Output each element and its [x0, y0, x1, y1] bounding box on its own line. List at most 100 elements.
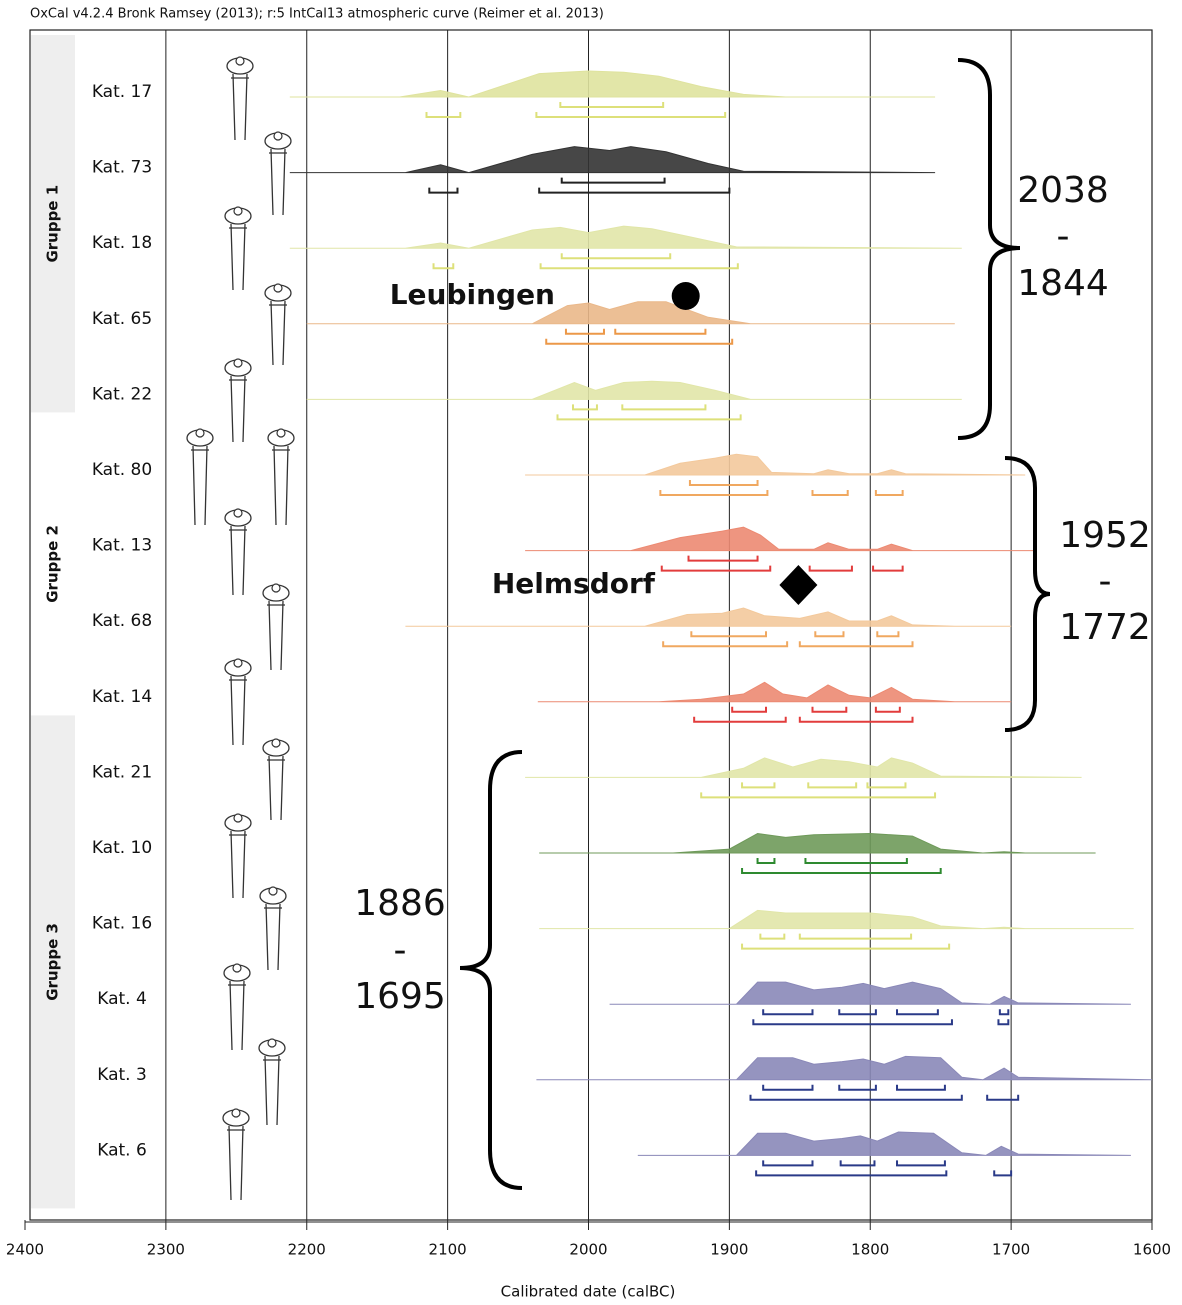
range-bracket	[700, 792, 937, 799]
brace	[1004, 456, 1051, 732]
span-label: 1695	[354, 976, 446, 1017]
range-bracket	[545, 338, 734, 345]
range-bracket	[432, 263, 455, 270]
pin-eye	[273, 283, 283, 293]
probability-distribution	[539, 909, 1134, 930]
row-label: Kat. 16	[92, 914, 152, 934]
span-label: 2038	[1017, 170, 1109, 211]
pin-illustration	[223, 963, 251, 1051]
pin-illustration	[262, 583, 290, 671]
range-bracket	[693, 716, 787, 723]
pin-illustration	[226, 56, 254, 141]
probability-distribution	[539, 832, 1096, 854]
range-bracket	[998, 1009, 1010, 1016]
annotation-label: Leubingen	[390, 278, 555, 311]
pin-illustration	[264, 131, 292, 216]
pin-eye	[233, 358, 243, 368]
x-tick-label: 2200	[288, 1241, 326, 1259]
range-bracket	[876, 631, 900, 638]
range-bracket	[811, 706, 848, 713]
pin-eye	[268, 886, 278, 896]
x-tick-label: 2000	[569, 1241, 607, 1259]
range-bracket	[814, 631, 845, 638]
probability-distribution	[525, 526, 1036, 552]
range-bracket	[896, 1160, 946, 1167]
pin-illustration	[258, 1038, 286, 1126]
pin-eye	[276, 428, 286, 438]
range-bracket	[687, 555, 759, 562]
range-bracket	[997, 1019, 1010, 1026]
range-bracket	[759, 933, 786, 940]
span-label: 1886	[354, 883, 446, 924]
span-label: -	[1057, 216, 1070, 257]
range-bracket	[688, 480, 759, 486]
row-label: Kat. 65	[92, 309, 152, 329]
pin-shaft	[229, 375, 247, 443]
plot-frame	[29, 29, 1153, 1221]
pin-eye	[233, 206, 243, 216]
range-bracket	[874, 490, 904, 496]
group-band	[31, 715, 75, 1209]
probability-distribution	[609, 981, 1131, 1005]
pin-illustration	[264, 283, 292, 366]
range-bracket	[621, 404, 707, 411]
x-tick-label: 1700	[992, 1241, 1030, 1259]
pin-eye	[267, 1038, 277, 1048]
row-label: Kat. 18	[92, 233, 152, 253]
row-label: Kat. 3	[97, 1065, 147, 1085]
pin-eye	[233, 658, 243, 668]
range-bracket	[838, 1084, 877, 1091]
x-tick-label: 1900	[710, 1241, 748, 1259]
pin-shaft	[263, 1055, 281, 1126]
range-bracket	[752, 1019, 953, 1026]
pin-illustration	[224, 358, 252, 443]
pin-shaft	[264, 903, 282, 971]
pin-shaft	[267, 600, 285, 671]
pin-shaft	[229, 675, 247, 746]
range-bracket	[986, 1094, 1020, 1101]
range-bracket	[993, 1170, 1013, 1177]
row-label: Kat. 73	[92, 158, 152, 178]
span-label: 1772	[1059, 607, 1151, 648]
range-bracket	[535, 112, 727, 118]
x-tick-label: 1800	[851, 1241, 889, 1259]
range-bracket	[811, 490, 849, 496]
pin-illustration	[186, 428, 214, 526]
row-label: Kat. 68	[92, 611, 152, 631]
range-bracket	[798, 716, 914, 723]
probability-distribution	[537, 681, 1012, 703]
range-bracket	[538, 187, 731, 194]
pin-illustration	[262, 738, 290, 821]
range-bracket	[756, 858, 776, 864]
probability-distribution	[637, 1131, 1131, 1156]
range-bracket	[808, 565, 853, 572]
pin-eye	[232, 963, 242, 973]
site-marker	[779, 565, 818, 605]
probability-distribution	[405, 607, 1012, 627]
group-band	[31, 35, 75, 413]
pin-eye	[231, 1108, 241, 1118]
pin-illustration	[222, 1108, 250, 1201]
x-tick-label: 2100	[429, 1241, 467, 1259]
pin-illustration	[224, 658, 252, 746]
row-label: Kat. 4	[97, 989, 147, 1009]
x-tick-label: 2300	[147, 1241, 185, 1259]
pin-shaft	[191, 445, 209, 526]
range-bracket	[866, 782, 907, 789]
range-bracket	[560, 253, 672, 260]
range-bracket	[572, 404, 598, 411]
range-bracket	[614, 328, 707, 335]
range-bracket	[690, 631, 768, 638]
range-bracket	[762, 1084, 814, 1091]
span-label: -	[1099, 561, 1112, 602]
group-label: Gruppe 3	[44, 923, 62, 1001]
pin-eye	[273, 131, 283, 141]
row-label: Kat. 17	[92, 82, 152, 102]
group-label: Gruppe 1	[44, 185, 62, 263]
range-bracket	[425, 112, 462, 118]
pin-illustration	[259, 886, 287, 971]
group-label: Gruppe 2	[44, 525, 62, 603]
probability-distribution	[306, 301, 955, 325]
brace	[459, 750, 523, 1190]
header: OxCal v4.2.4 Bronk Ramsey (2013); r:5 In…	[30, 7, 604, 22]
